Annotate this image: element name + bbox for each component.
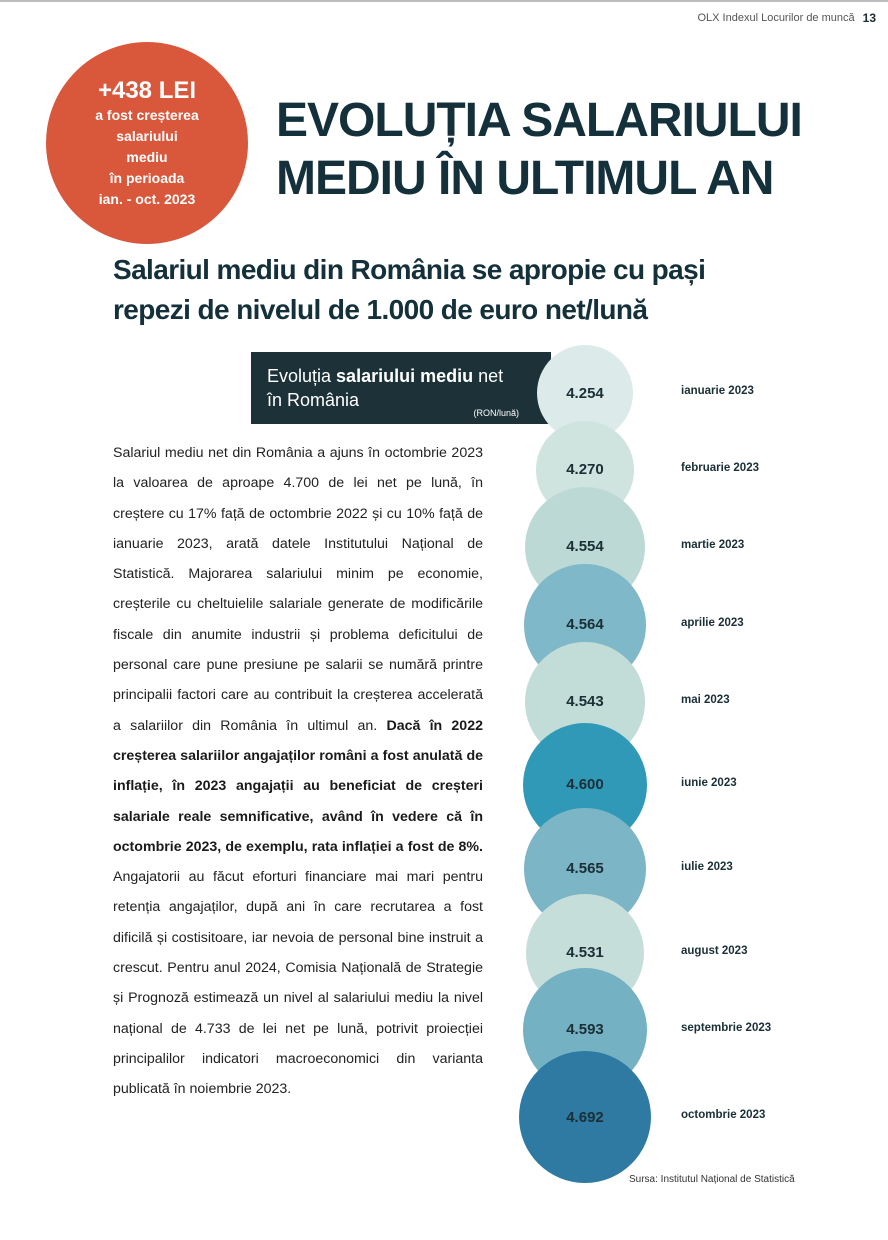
bubble-10: 4.692 (519, 1051, 651, 1183)
subtitle-line1: Salariul mediu din România se apropie cu… (113, 254, 706, 285)
chart-caption: Evoluția salariului mediu net în România (267, 364, 537, 412)
top-rule (0, 0, 888, 2)
month-label-3: martie 2023 (681, 539, 745, 551)
badge-line3: în perioada (109, 169, 185, 186)
month-label-9: septembrie 2023 (681, 1022, 772, 1034)
page-subtitle: Salariul mediu din România se apropie cu… (113, 250, 793, 330)
badge-line2: mediu (126, 148, 168, 165)
body-text-bold: Dacă în 2022 creșterea salariilor angaja… (113, 717, 483, 855)
month-label-1: ianuarie 2023 (681, 385, 754, 397)
caption-bold: salariului mediu (336, 366, 474, 386)
caption-line2: în România (267, 390, 360, 410)
highlight-badge: +438 LEI a fost creșterea salariului med… (46, 42, 248, 244)
body-paragraph: Salariul mediu net din România a ajuns î… (113, 438, 483, 1105)
title-line2: MEDIU ÎN ULTIMUL AN (276, 152, 774, 205)
month-label-6: iunie 2023 (681, 777, 737, 789)
month-label-10: octombrie 2023 (681, 1109, 766, 1121)
subtitle-line2: repezi de nivelul de 1.000 de euro net/l… (113, 294, 648, 325)
page-number: 13 (862, 11, 876, 25)
month-label-4: aprilie 2023 (681, 617, 744, 629)
month-label-8: august 2023 (681, 945, 748, 957)
title-line1: EVOLUȚIA SALARIULUI (276, 94, 803, 147)
chart-caption-box: Evoluția salariului mediu net în România … (251, 352, 551, 424)
body-text-part2: Angajatorii au făcut eforturi financiare… (113, 869, 483, 1098)
body-text-part1: Salariul mediu net din România a ajuns î… (113, 445, 483, 734)
month-label-7: iulie 2023 (681, 861, 733, 873)
page-title: EVOLUȚIA SALARIULUI MEDIU ÎN ULTIMUL AN (276, 92, 836, 208)
caption-prefix: Evoluția (267, 366, 337, 386)
badge-line1: a fost creșterea salariului (95, 106, 199, 144)
chart-unit: (RON/lună) (473, 408, 519, 418)
month-label-5: mai 2023 (681, 694, 730, 706)
badge-line4: ian. - oct. 2023 (98, 190, 196, 207)
caption-suffix: net (473, 366, 504, 386)
badge-amount: +438 LEI (97, 76, 197, 104)
month-label-2: februarie 2023 (681, 462, 759, 474)
source-note: Sursa: Institutul Național de Statistică (629, 1174, 795, 1185)
doc-title: OLX Indexul Locurilor de muncă (697, 12, 855, 24)
running-header: OLX Indexul Locurilor de muncă 13 (697, 11, 876, 25)
